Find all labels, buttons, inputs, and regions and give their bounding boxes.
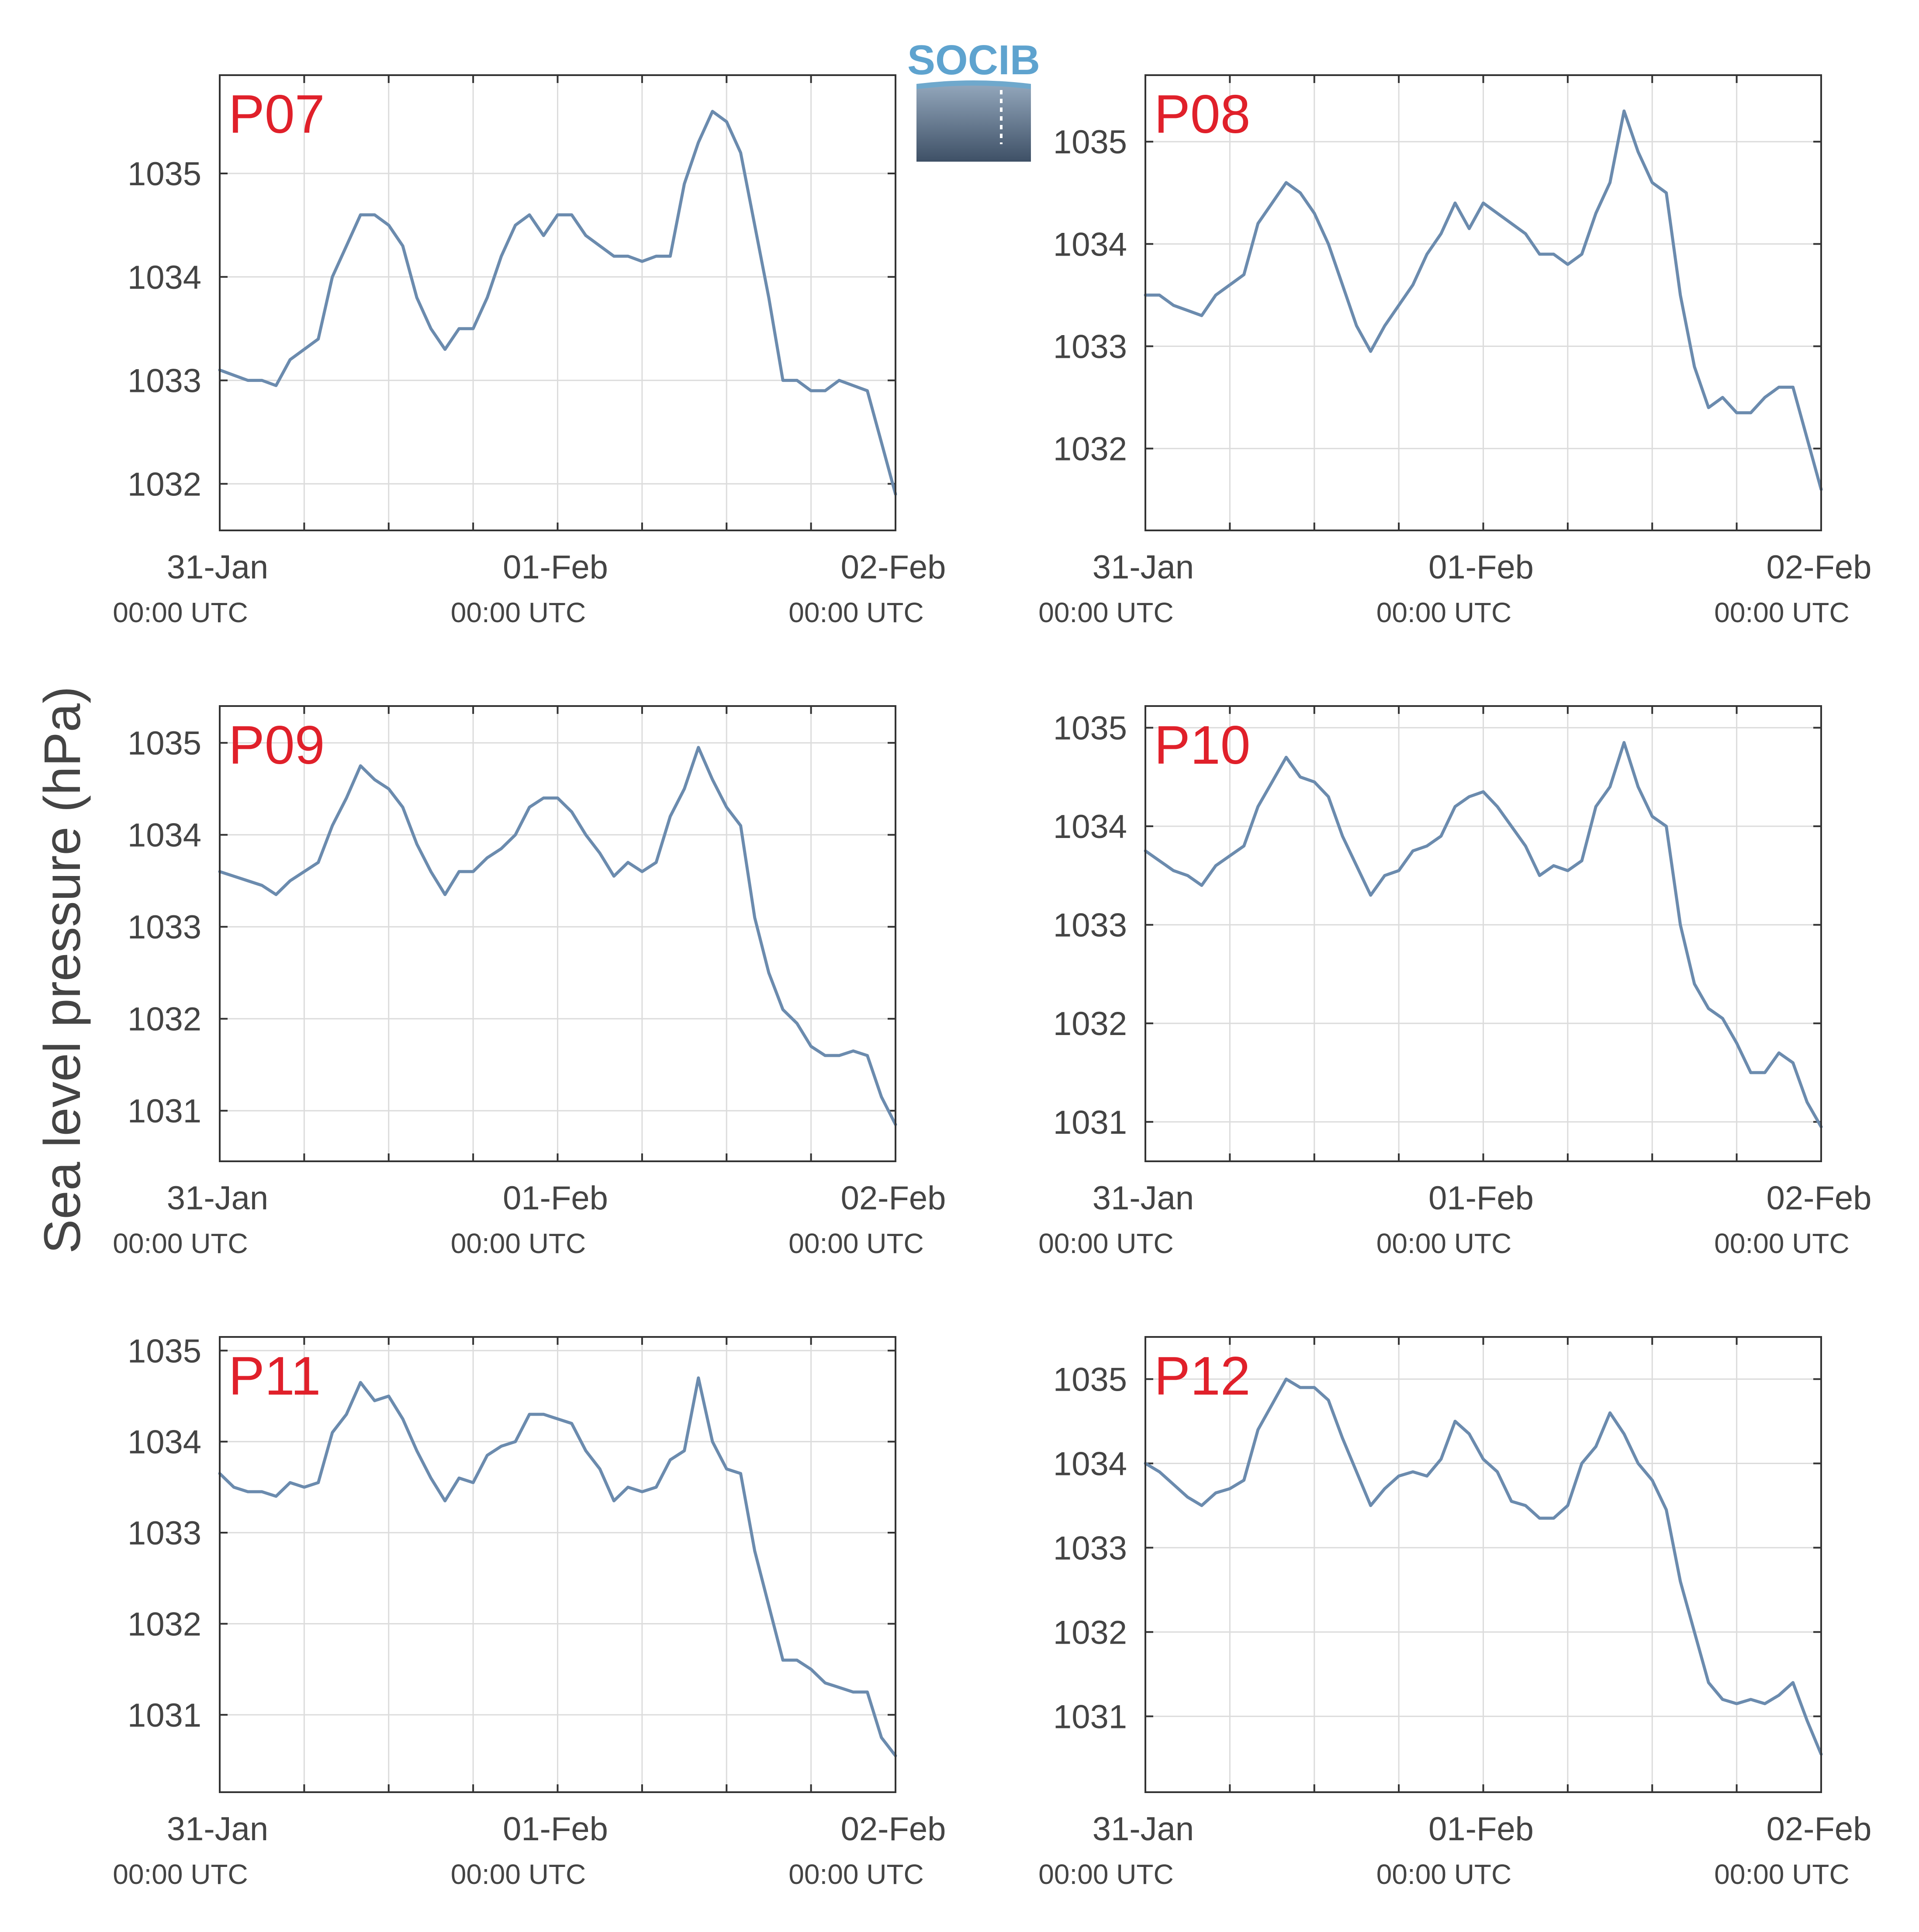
y-tick-label: 1033 [1053, 1530, 1127, 1567]
x-tick-sublabel: 00:00 UTC [451, 1859, 586, 1890]
chart-panel: 1031 1032 1033 1034 1035 31-Jan 00:00 UTC 01-Fe… [1038, 705, 1872, 1259]
series-line [1144, 1378, 1823, 1756]
x-tick-label: 31-Jan [1093, 1811, 1194, 1848]
y-tick-label: 1031 [128, 1697, 201, 1734]
x-tick-label: 31-Jan [167, 1811, 268, 1848]
station-label: P09 [228, 715, 325, 776]
x-tick-label: 01-Feb [1428, 1811, 1534, 1848]
y-tick-label: 1031 [1053, 1698, 1127, 1735]
x-tick-sublabel: 00:00 UTC [788, 1859, 923, 1890]
axes-frame [1144, 74, 1822, 531]
logo-text: SOCIB [907, 37, 1040, 83]
y-tick-label: 1032 [1053, 1005, 1127, 1042]
y-tick-label: 1034 [1053, 808, 1127, 845]
axes-frame [1144, 705, 1822, 1162]
axes-frame [219, 1336, 896, 1793]
x-tick-sublabel: 00:00 UTC [1714, 1228, 1849, 1259]
series-line [218, 746, 897, 1126]
x-tick-sublabel: 00:00 UTC [1038, 597, 1173, 628]
y-tick-label: 1033 [1053, 907, 1127, 944]
x-tick-label: 01-Feb [1428, 549, 1534, 586]
y-tick-label: 1035 [128, 725, 201, 762]
y-tick-label: 1035 [1053, 710, 1127, 747]
chart-panel: 1031 1032 1033 1034 1035 31-Jan 00:00 UTC 01-Fe… [113, 705, 946, 1259]
figure-ylabel: Sea level pressure (hPa) [34, 686, 91, 1254]
x-tick-label: 01-Feb [1428, 1180, 1534, 1217]
x-tick-sublabel: 00:00 UTC [451, 1228, 586, 1259]
logo-wave [916, 80, 1031, 89]
y-tick-label: 1032 [1053, 1614, 1127, 1651]
x-tick-sublabel: 00:00 UTC [1714, 597, 1849, 628]
socib-logo: SOCIB [907, 37, 1040, 162]
y-tick-label: 1031 [1053, 1104, 1127, 1141]
y-tick-label: 1034 [128, 1424, 201, 1461]
x-tick-label: 02-Feb [1767, 1811, 1872, 1848]
x-tick-sublabel: 00:00 UTC [1376, 1859, 1511, 1890]
y-tick-label: 1034 [128, 817, 201, 854]
series-line [1144, 109, 1823, 491]
y-tick-label: 1032 [1053, 431, 1127, 468]
x-tick-label: 31-Jan [1093, 1180, 1194, 1217]
x-tick-label: 01-Feb [503, 1811, 608, 1848]
x-tick-label: 02-Feb [841, 549, 946, 586]
y-tick-label: 1031 [128, 1093, 201, 1130]
y-tick-label: 1035 [128, 156, 201, 193]
y-tick-label: 1033 [1053, 329, 1127, 366]
x-tick-label: 02-Feb [1767, 549, 1872, 586]
axes-frame [1144, 1336, 1822, 1793]
x-tick-label: 31-Jan [167, 1180, 268, 1217]
y-tick-label: 1032 [128, 466, 201, 503]
x-tick-label: 01-Feb [503, 1180, 608, 1217]
x-tick-sublabel: 00:00 UTC [1714, 1859, 1849, 1890]
x-tick-sublabel: 00:00 UTC [113, 1859, 248, 1890]
y-tick-label: 1034 [128, 259, 201, 296]
y-tick-label: 1034 [1053, 226, 1127, 263]
logo-gradient-block [916, 84, 1031, 162]
series-line [1144, 741, 1823, 1129]
station-label: P07 [228, 84, 325, 145]
chart-panel: 1031 1032 1033 1034 1035 31-Jan 00:00 UTC 01-Fe… [113, 1333, 946, 1890]
y-tick-label: 1035 [1053, 124, 1127, 161]
x-tick-sublabel: 00:00 UTC [113, 597, 248, 628]
y-tick-label: 1033 [128, 363, 201, 400]
station-label: P12 [1154, 1346, 1251, 1406]
axes-frame [219, 74, 896, 531]
chart-panel: 1032 1033 1034 1035 31-Jan 00:00 UTC 01-Feb 00:… [113, 74, 946, 628]
x-tick-label: 02-Feb [841, 1811, 946, 1848]
chart-panel: 1032 1033 1034 1035 31-Jan 00:00 UTC 01-Feb 00:… [1038, 74, 1872, 628]
station-label: P11 [228, 1346, 321, 1406]
x-tick-label: 31-Jan [167, 549, 268, 586]
x-tick-sublabel: 00:00 UTC [451, 597, 586, 628]
y-tick-label: 1035 [1053, 1361, 1127, 1398]
chart-panel: 1031 1032 1033 1034 1035 31-Jan 00:00 UTC 01-Fe… [1038, 1336, 1872, 1890]
y-tick-label: 1035 [128, 1333, 201, 1370]
x-tick-sublabel: 00:00 UTC [788, 597, 923, 628]
station-label: P08 [1154, 84, 1251, 145]
y-tick-label: 1032 [128, 1001, 201, 1038]
y-tick-label: 1034 [1053, 1445, 1127, 1482]
station-label: P10 [1154, 715, 1251, 776]
y-tick-label: 1032 [128, 1606, 201, 1643]
x-tick-sublabel: 00:00 UTC [1038, 1228, 1173, 1259]
series-line [218, 110, 897, 496]
y-tick-label: 1033 [128, 909, 201, 946]
axes-frame [219, 705, 896, 1162]
x-tick-label: 02-Feb [841, 1180, 946, 1217]
x-tick-sublabel: 00:00 UTC [1038, 1859, 1173, 1890]
y-tick-label: 1033 [128, 1515, 201, 1552]
x-tick-label: 01-Feb [503, 549, 608, 586]
x-tick-sublabel: 00:00 UTC [788, 1228, 923, 1259]
x-tick-label: 02-Feb [1767, 1180, 1872, 1217]
x-tick-sublabel: 00:00 UTC [113, 1228, 248, 1259]
series-line [218, 1376, 897, 1758]
x-tick-sublabel: 00:00 UTC [1376, 1228, 1511, 1259]
x-tick-label: 31-Jan [1093, 549, 1194, 586]
x-tick-sublabel: 00:00 UTC [1376, 597, 1511, 628]
